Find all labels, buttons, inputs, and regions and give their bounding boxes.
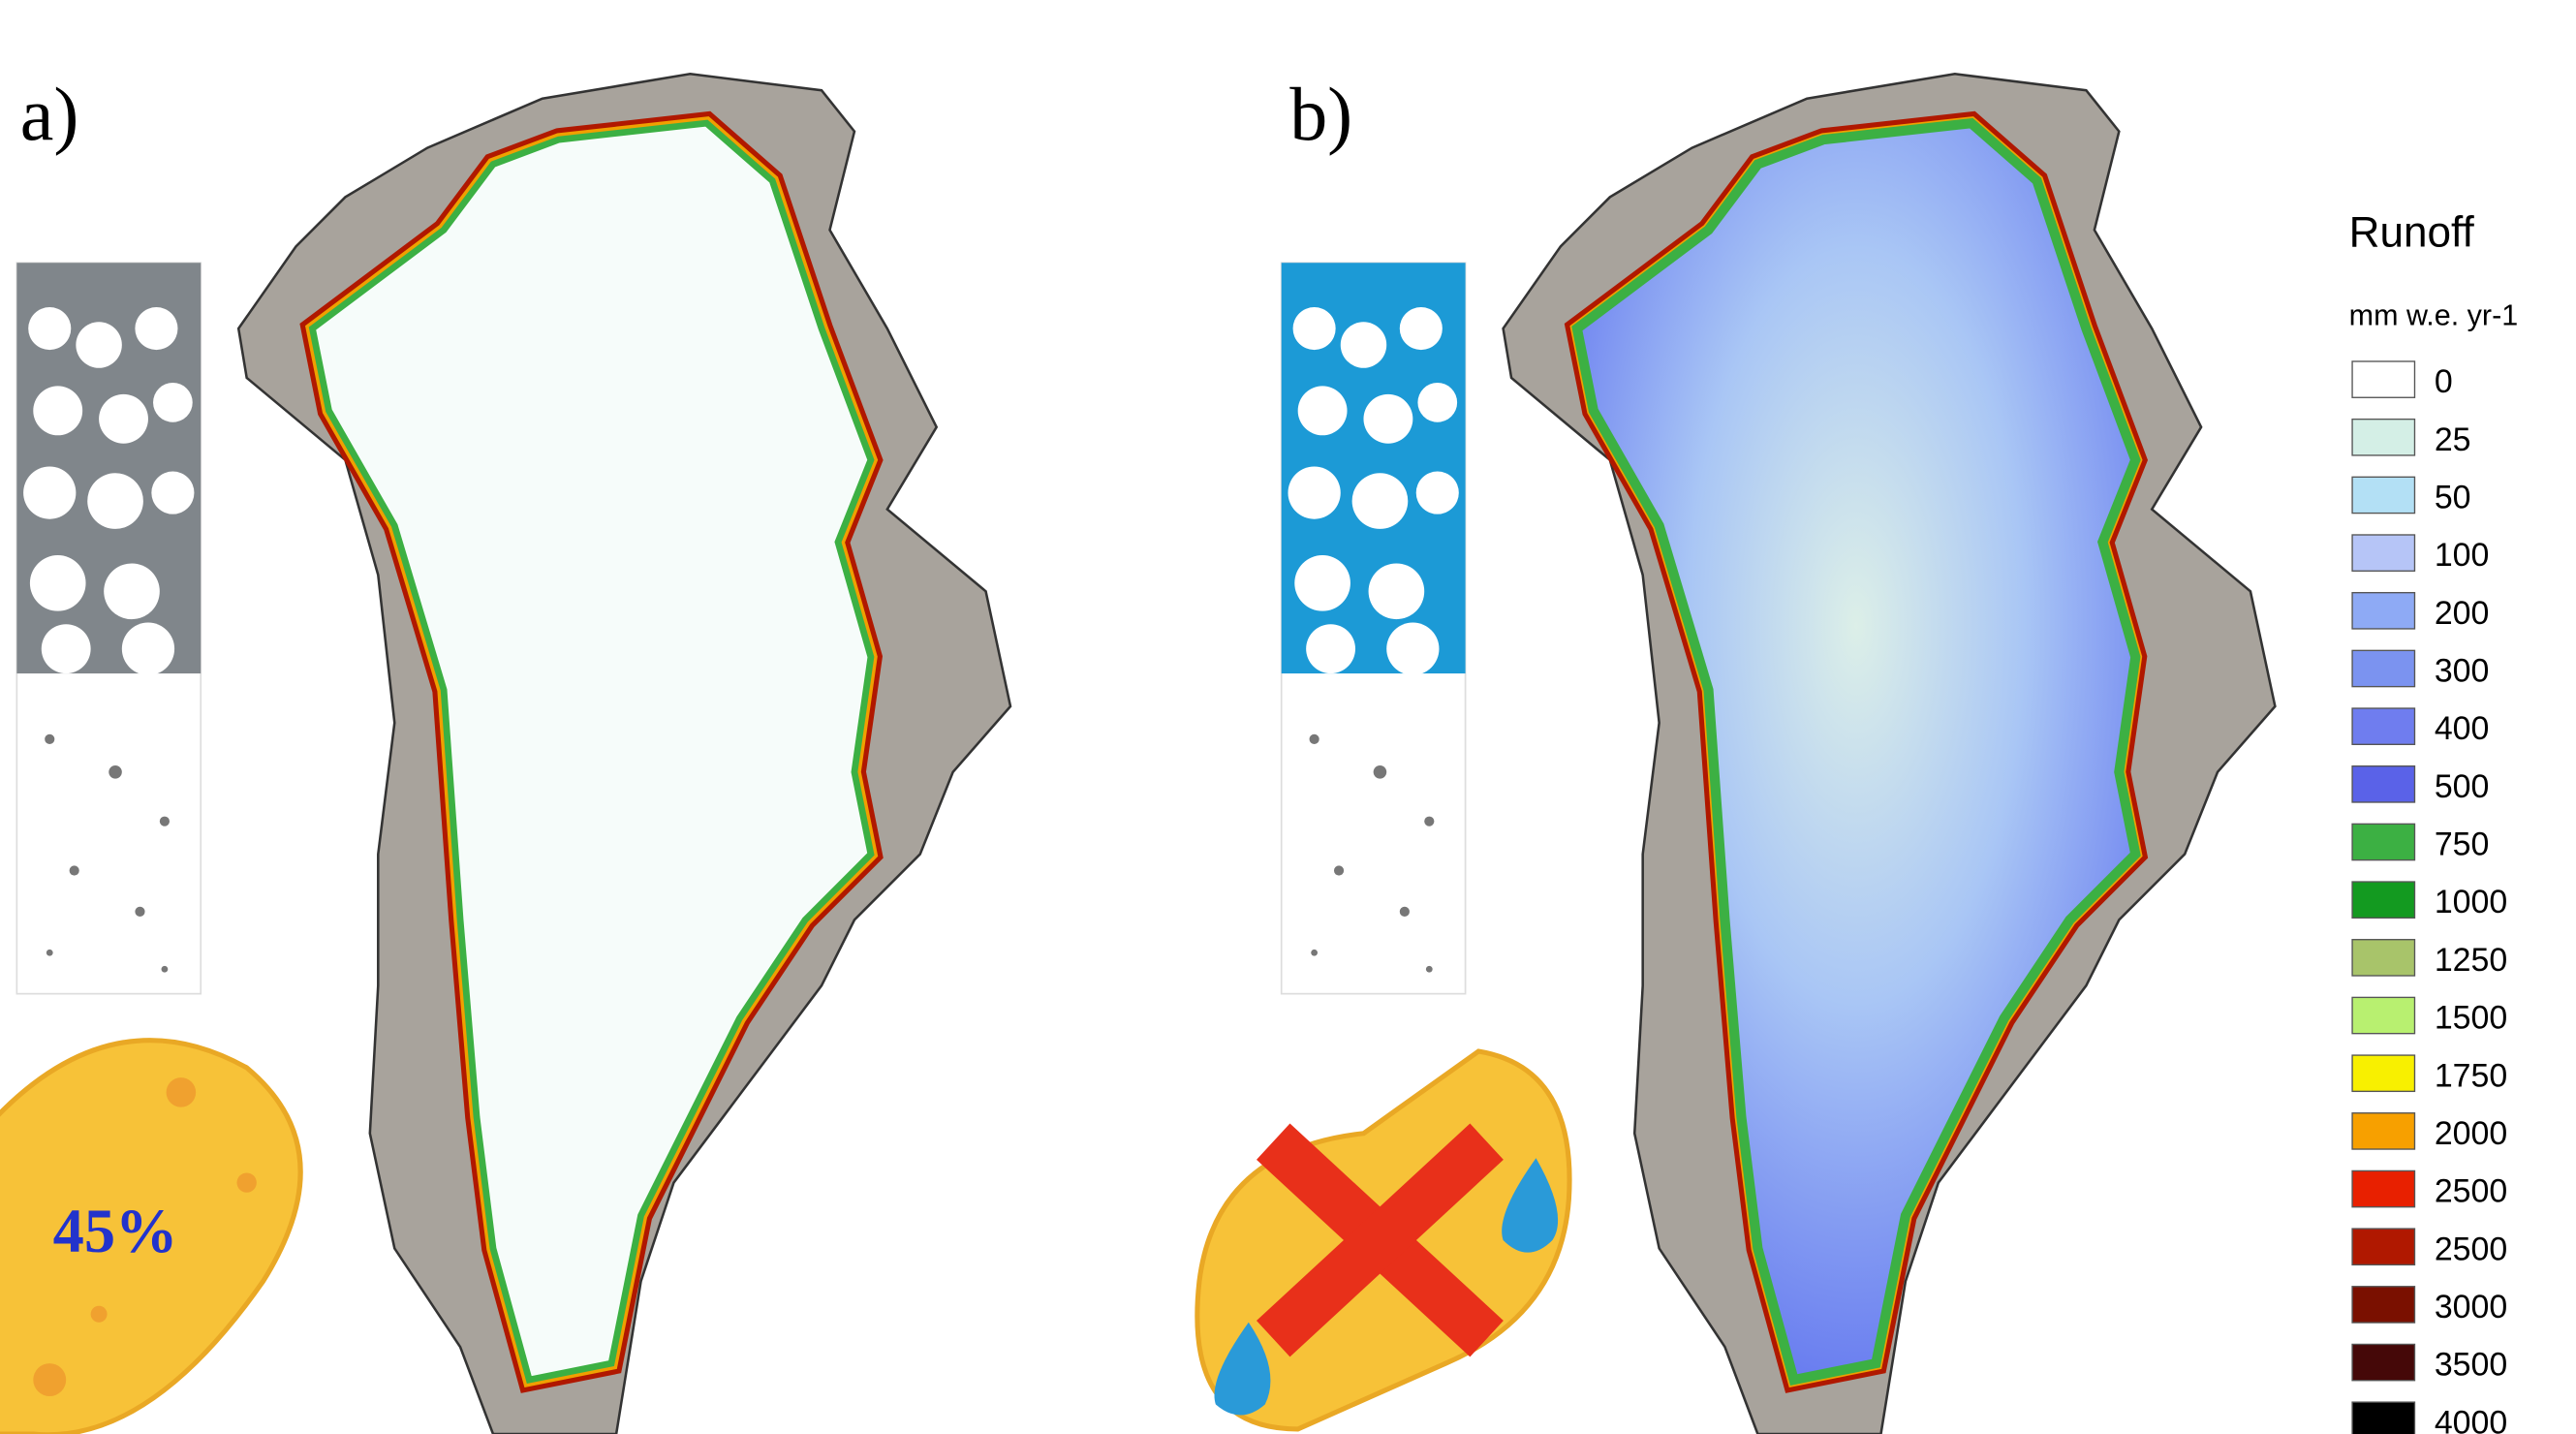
map-a [238,74,1010,1434]
legend-unit: mm w.e. yr-1 [2349,299,2519,332]
legend-swatch [2352,940,2414,976]
legend-label: 100 [2435,537,2490,574]
legend-swatch [2352,420,2414,455]
legend-label: 25 [2435,421,2471,458]
legend-swatch [2352,535,2414,571]
legend-swatch [2352,361,2414,397]
legend-swatch [2352,1287,2414,1323]
legend-swatch [2352,708,2414,744]
legend-label: 50 [2435,480,2471,516]
panel-label: b) [1289,73,1352,156]
legend-label: 200 [2435,595,2490,632]
legend-swatch [2352,882,2414,918]
legend-swatch [2352,650,2414,686]
sponge-a: 45% [0,1041,300,1434]
panel-label: a) [20,73,79,156]
legend-swatch [2352,477,2414,513]
legend-swatch [2352,997,2414,1033]
legend-swatch [2352,766,2414,802]
legend-label: 0 [2435,363,2453,400]
map-b [1504,74,2276,1434]
legend-label: 3000 [2435,1289,2507,1325]
legend-label: 1750 [2435,1057,2507,1094]
legend-swatch [2352,1402,2414,1434]
figure: a) b) 45% Runoff mm w.e. yr-1 0 25 50 100 20… [0,0,2576,1434]
legend-label: 4000 [2435,1404,2507,1434]
snow-column-b [1282,263,1466,993]
legend-label: 750 [2435,826,2490,863]
legend-label: 400 [2435,710,2490,747]
legend-swatch [2352,1055,2414,1091]
legend-label: 500 [2435,768,2490,805]
legend: Runoff mm w.e. yr-1 0 25 50 100 200 300 400 500… [2349,208,2519,1434]
legend-label: 2500 [2435,1231,2507,1267]
legend-swatch [2352,1229,2414,1264]
legend-title: Runoff [2349,208,2475,256]
legend-swatch [2352,824,2414,859]
legend-label: 2000 [2435,1115,2507,1152]
legend-label: 1000 [2435,884,2507,920]
legend-swatch [2352,1170,2414,1206]
legend-label: 1250 [2435,942,2507,979]
legend-swatch [2352,1344,2414,1380]
legend-label: 3500 [2435,1347,2507,1384]
legend-label: 300 [2435,653,2490,690]
legend-swatch [2352,593,2414,629]
sponge-b [1197,1051,1569,1429]
legend-label: 2500 [2435,1173,2507,1210]
legend-swatch [2352,1113,2414,1149]
sponge-label: 45% [53,1197,178,1265]
snow-column-a [16,263,201,993]
legend-label: 1500 [2435,1000,2507,1037]
